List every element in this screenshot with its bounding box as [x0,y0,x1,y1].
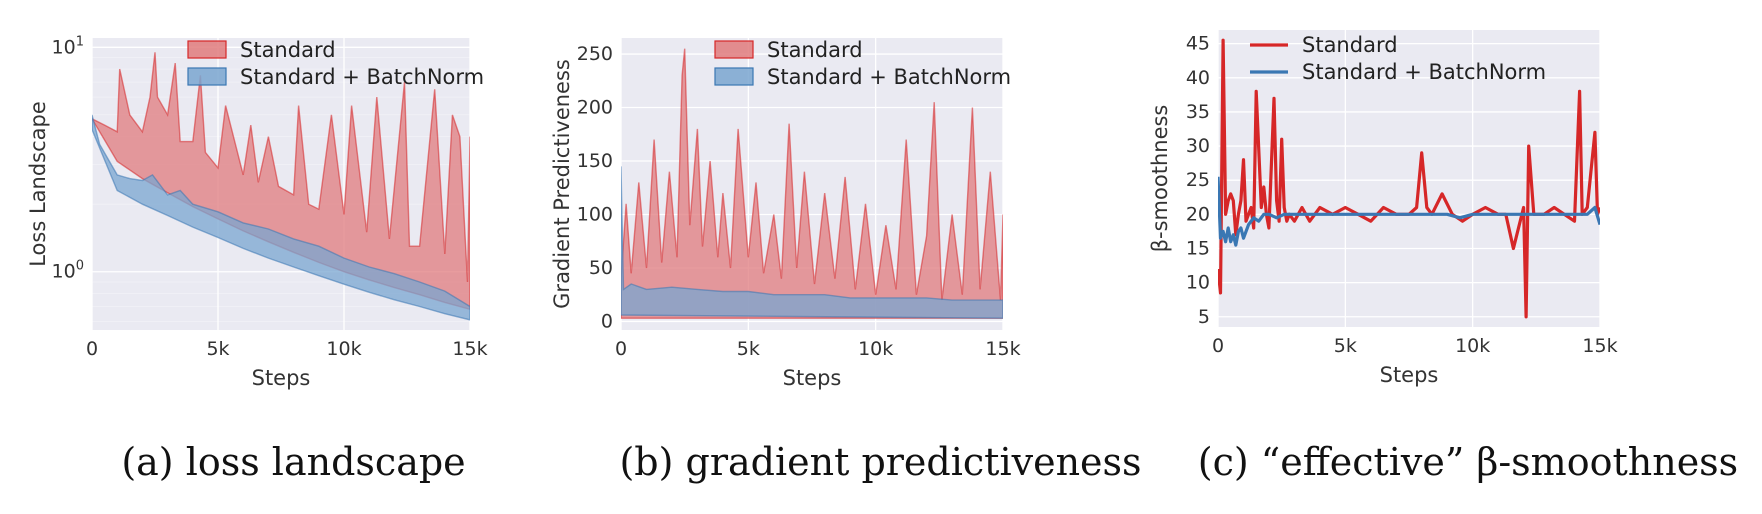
y-tick-label: 25 [1186,169,1210,191]
x-tick-label: 15k [452,338,487,360]
x-tick-label: 0 [615,338,627,360]
legend-label-standard: Standard [240,38,336,62]
y-tick-label: 150 [577,150,613,172]
y-tick-label: 100 [52,259,84,283]
caption-loss-landscape: (a) loss landscape [121,440,466,484]
legend-swatch-batchnorm [714,67,754,86]
caption-beta-smoothness: (c) “effective” β-smoothness [1197,440,1739,484]
y-tick-label: 100 [577,203,613,225]
area-batchnorm [92,114,470,321]
x-tick-label: 15k [1582,335,1617,357]
y-tick-label: 15 [1186,237,1210,259]
legend-label-batchnorm: Standard + BatchNorm [240,65,484,89]
x-tick-label: 0 [1212,335,1224,357]
legend-label-batchnorm: Standard + BatchNorm [1302,60,1546,84]
y-axis-label: Gradient Predictiveness [550,59,574,309]
legend-swatch-batchnorm [187,67,227,86]
y-tick-label: 0 [601,310,613,332]
y-tick-label: 20 [1186,203,1210,225]
x-axis-label: Steps [1380,363,1439,387]
series-group [621,48,1003,319]
x-tick-label: 10k [858,338,893,360]
x-axis-label: Steps [252,366,311,390]
y-tick-label: 10 [1186,272,1210,294]
series-group [92,52,470,321]
x-tick-label: 10k [1455,335,1490,357]
y-tick-label: 45 [1186,33,1210,55]
legend-label-batchnorm: Standard + BatchNorm [767,65,1011,89]
x-tick-label: 5k [737,338,760,360]
legend-swatch-standard [714,40,754,59]
y-tick-label: 5 [1198,306,1210,328]
y-axis-label: Loss Landscape [26,101,50,267]
caption-gradient-predictiveness: (b) gradient predictiveness [619,440,1142,484]
y-tick-label: 50 [589,257,613,279]
y-tick-label: 40 [1186,67,1210,89]
legend-label-standard: Standard [1302,33,1398,57]
y-tick-label: 35 [1186,101,1210,123]
chart-loss-landscape: 0 5k 10k 15k 100 101 Steps Loss Landscape Standa… [26,34,488,390]
chart-gradient-predictiveness: 0 5k 10k 15k 0 50 100 150 200 250 Steps Gradient Pr… [550,38,1021,390]
chart-beta-smoothness: 0 5k 10k 15k 5 10 15 20 25 30 35 40 45 Steps β-smoothn… [1148,30,1618,387]
x-tick-label: 5k [1334,335,1357,357]
y-tick-label: 250 [577,43,613,65]
y-tick-label: 30 [1186,135,1210,157]
legend-swatch-standard [187,40,227,59]
y-axis-label: β-smoothness [1148,105,1172,253]
panel-beta-smoothness: 0 5k 10k 15k 5 10 15 20 25 30 35 40 45 Steps β-smoothn… [1148,0,1762,514]
line-batchnorm [1218,176,1600,247]
line-standard [1218,38,1600,319]
x-axis-label: Steps [783,366,842,390]
x-tick-label: 5k [206,338,229,360]
area-batchnorm [621,166,1003,319]
y-tick-label: 200 [577,97,613,119]
panel-gradient-predictiveness: 0 5k 10k 15k 0 50 100 150 200 250 Steps Gradient Pr… [550,0,1174,514]
panel-loss-landscape: 0 5k 10k 15k 100 101 Steps Loss Landscape Standa… [0,0,587,514]
x-tick-label: 15k [985,338,1020,360]
x-tick-label: 0 [86,338,98,360]
area-standard [621,48,1003,319]
series-group [1218,38,1600,319]
y-tick-label: 101 [52,34,84,58]
legend-label-standard: Standard [767,38,863,62]
x-tick-label: 10k [326,338,361,360]
